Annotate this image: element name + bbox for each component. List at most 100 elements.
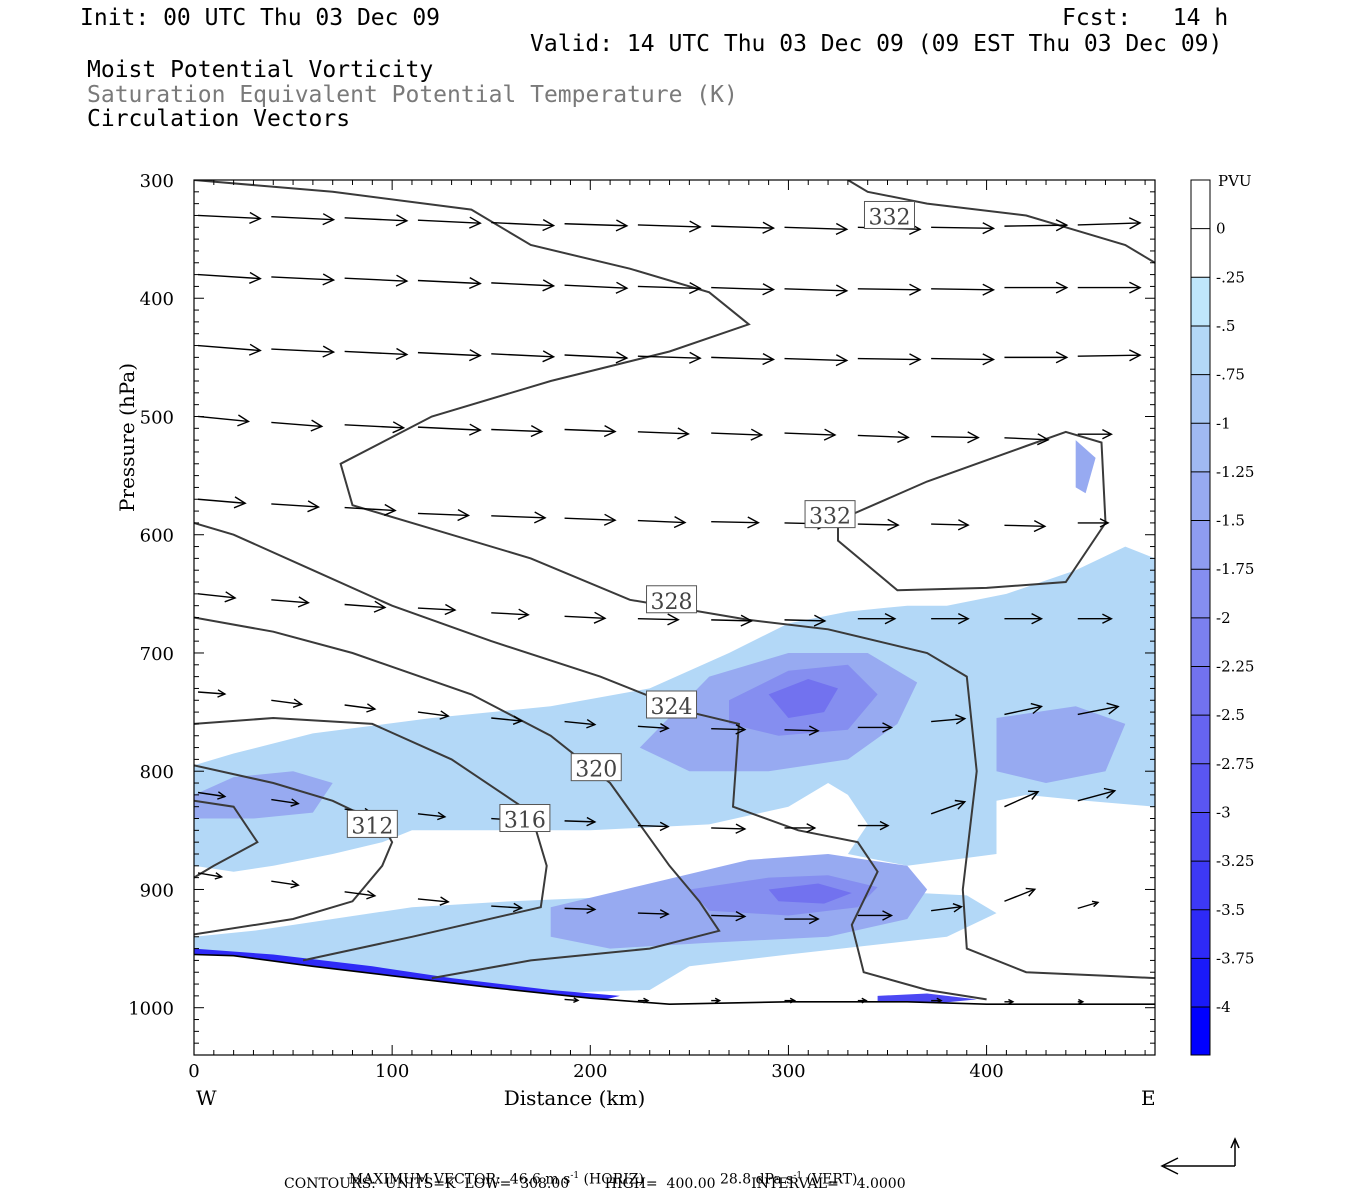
- colorbar-level-label: -.75: [1216, 366, 1245, 384]
- circulation-vector: [784, 997, 797, 1004]
- theta-e-contour: [837, 430, 1107, 592]
- circulation-vector: [197, 872, 224, 880]
- colorbar-unit: PVU: [1218, 172, 1252, 190]
- circulation-vector: [784, 284, 849, 297]
- circulation-vector: [711, 910, 747, 922]
- circulation-vector: [637, 821, 670, 832]
- colorbar-swatch: [1191, 715, 1210, 764]
- colorbar-swatch: [1191, 569, 1210, 618]
- circulation-vector: [931, 431, 980, 444]
- colorbar-level-label: 0: [1216, 220, 1226, 238]
- field-title-vectors: Circulation Vectors: [87, 106, 351, 132]
- contour-label-text: 324: [651, 695, 693, 720]
- circulation-vector: [417, 896, 450, 906]
- circulation-vector: [784, 725, 820, 736]
- circulation-vector: [857, 430, 910, 444]
- colorbar-swatch: [1191, 861, 1210, 910]
- circulation-vector: [711, 221, 776, 234]
- circulation-vector: [344, 703, 377, 713]
- circulation-vector: [344, 274, 409, 287]
- y-tick-label: 700: [140, 644, 174, 665]
- contour-label-box: [499, 804, 551, 833]
- theta-e-contour: [194, 616, 721, 980]
- circulation-vector: [931, 222, 996, 235]
- circulation-vector: [564, 351, 629, 364]
- circulation-vector: [784, 614, 827, 627]
- contour-info: CONTOURS: UNITS=K LOW= 308.00 HIGH= 400.…: [284, 1176, 906, 1192]
- circulation-vector: [857, 612, 897, 625]
- colorbar-swatch: [1191, 617, 1210, 667]
- circulation-vector: [564, 904, 597, 914]
- contour-label: 328: [646, 585, 698, 615]
- circulation-vector: [1077, 613, 1113, 624]
- contour-label: 320: [570, 753, 622, 783]
- colorbar-swatch: [1191, 1007, 1210, 1055]
- circulation-vector: [417, 508, 471, 522]
- contour-label-text: 312: [351, 814, 393, 839]
- circulation-vector: [564, 611, 607, 624]
- circulation-vector: [931, 903, 964, 913]
- colorbar-level-label: -3.25: [1216, 852, 1254, 870]
- circulation-vector: [271, 879, 300, 889]
- forecast-hour: Fcst: 14 h: [1062, 5, 1229, 31]
- circulation-vector: [271, 419, 324, 432]
- circulation-vector: [491, 608, 530, 620]
- colorbar-level-label: -4: [1216, 998, 1231, 1016]
- colorbar-level-label: -1: [1216, 414, 1231, 432]
- circulation-vector: [1077, 702, 1120, 716]
- colorbar-swatch: [1191, 228, 1210, 278]
- circulation-vector: [417, 423, 482, 436]
- colorbar-level-label: -2.75: [1216, 755, 1254, 773]
- circulation-vector: [344, 600, 387, 613]
- colorbar-swatch: [1191, 520, 1210, 570]
- x-tick-label: 300: [771, 1061, 805, 1082]
- colorbar-level-label: -.25: [1216, 268, 1245, 286]
- circulation-vector: [931, 612, 970, 625]
- circulation-vector: [1077, 349, 1142, 362]
- circulation-vector: [931, 714, 967, 725]
- circulation-vector: [417, 349, 482, 362]
- circulation-vector: [564, 719, 597, 729]
- circulation-vector: [491, 715, 524, 725]
- colorbar-swatch: [1191, 423, 1210, 472]
- contour-label-text: 328: [651, 590, 693, 615]
- contour-label: 312: [346, 809, 398, 839]
- circulation-vector: [1004, 281, 1069, 294]
- circulation-vector: [1077, 787, 1117, 802]
- circulation-vector: [931, 283, 996, 296]
- x-tick-label: 400: [969, 1061, 1003, 1082]
- circulation-vector: [857, 910, 894, 921]
- circulation-vector: [711, 614, 754, 627]
- x-tick-label: 100: [375, 1061, 409, 1082]
- contour-label: 324: [646, 690, 698, 720]
- circulation-vector: [637, 281, 702, 295]
- circulation-vector: [417, 710, 450, 720]
- circulation-vector: [857, 722, 894, 733]
- circulation-vector: [784, 913, 820, 925]
- colorbar-swatch: [1191, 180, 1210, 229]
- colorbar-level-label: -1.75: [1216, 560, 1254, 578]
- circulation-vector: [711, 352, 776, 366]
- colorbar-swatch: [1191, 958, 1210, 1008]
- init-time: Init: 00 UTC Thu 03 Dec 09: [80, 5, 441, 31]
- colorbar-swatch: [1191, 471, 1210, 521]
- colorbar-swatch: [1191, 763, 1210, 813]
- circulation-vector: [417, 276, 482, 290]
- circulation-vector: [1077, 217, 1142, 230]
- colorbar-swatch: [1191, 666, 1210, 716]
- circulation-vector: [197, 791, 227, 800]
- pv-shaded-region: [996, 706, 1126, 783]
- circulation-vector: [564, 219, 629, 232]
- circulation-vector: [271, 345, 336, 358]
- circulation-vector: [857, 518, 900, 531]
- theta-e-contour: [194, 180, 1155, 980]
- circulation-vector: [711, 428, 764, 441]
- y-tick-label: 1000: [128, 999, 174, 1020]
- y-tick-label: 800: [140, 762, 174, 783]
- circulation-vector: [1077, 998, 1085, 1005]
- circulation-vector: [931, 519, 970, 531]
- colorbar-level-label: -2.25: [1216, 658, 1254, 676]
- circulation-vector: [1004, 612, 1044, 625]
- circulation-vector: [1004, 519, 1047, 533]
- circulation-vector: [931, 353, 996, 366]
